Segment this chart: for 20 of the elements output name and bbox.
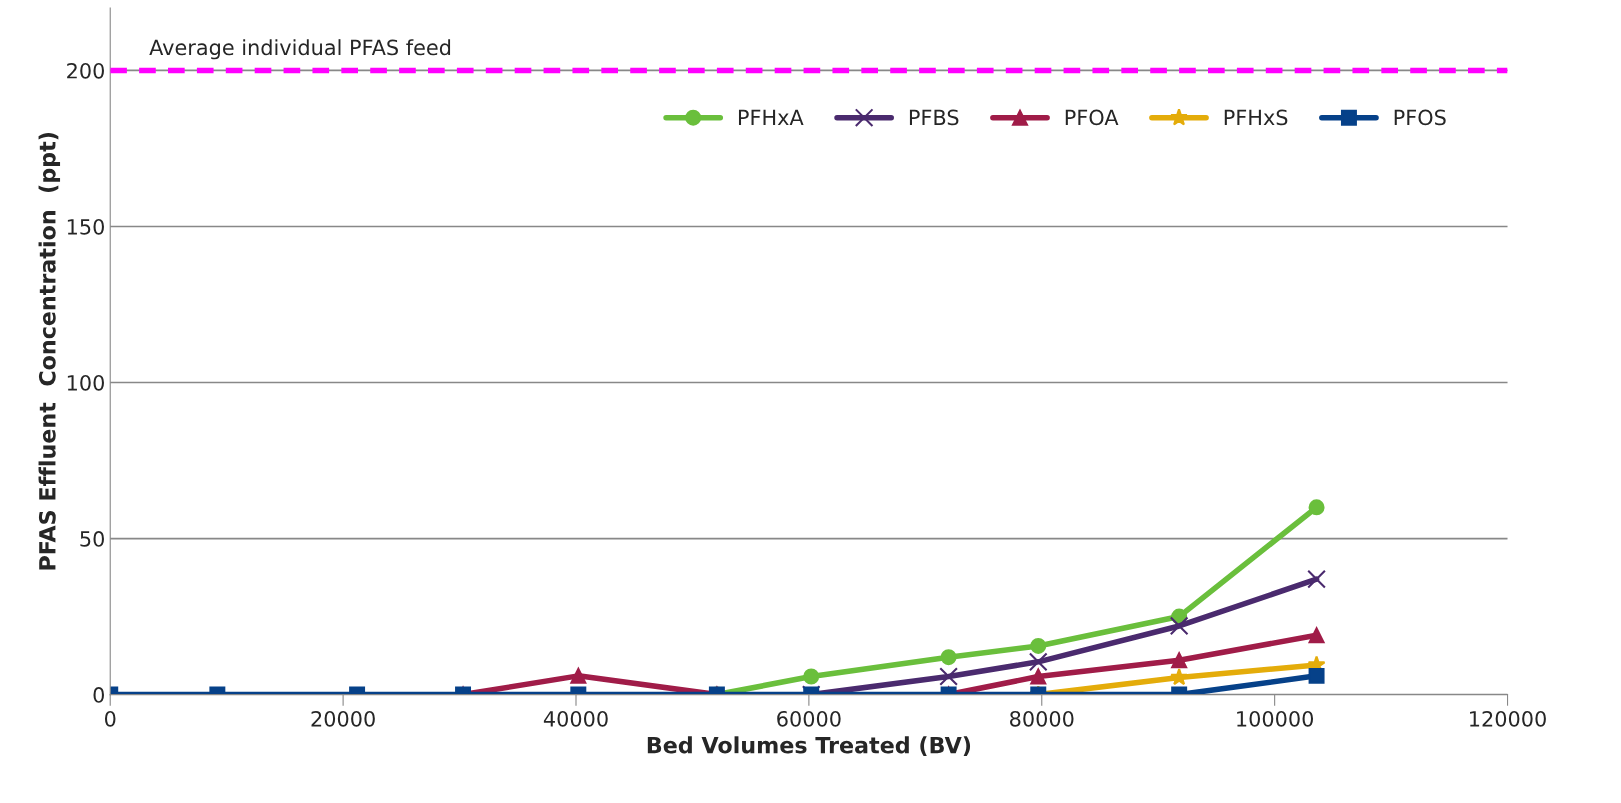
legend-label: PFBS <box>909 109 959 126</box>
x-tick-label: 20000 <box>311 710 375 727</box>
x-tick-label: 80000 <box>1010 710 1074 727</box>
x-axis-title: Bed Volumes Treated (BV) <box>647 736 971 757</box>
legend-label: PFHxS <box>1224 109 1288 126</box>
x-tick-label: 120000 <box>1470 710 1546 727</box>
y-axis-title: PFAS Effluent Concentration (ppt) <box>38 133 61 570</box>
y-tick-label: 150 <box>67 218 104 235</box>
x-tick-label: 60000 <box>777 710 841 727</box>
legend-label: PFOS <box>1394 109 1446 126</box>
legend-label: PFOA <box>1065 109 1119 126</box>
legend-label: PFHxA <box>738 109 804 125</box>
y-tick-label: 100 <box>67 374 104 391</box>
ref-line-label: Average individual PFAS feed <box>149 39 451 60</box>
x-tick-label: 100000 <box>1237 710 1314 727</box>
x-tick-label: 0 <box>104 710 116 727</box>
y-tick-label: 200 <box>67 62 104 79</box>
y-tick-label: 50 <box>80 531 104 547</box>
y-tick-label: 0 <box>93 687 104 703</box>
x-tick-label: 40000 <box>543 710 608 727</box>
